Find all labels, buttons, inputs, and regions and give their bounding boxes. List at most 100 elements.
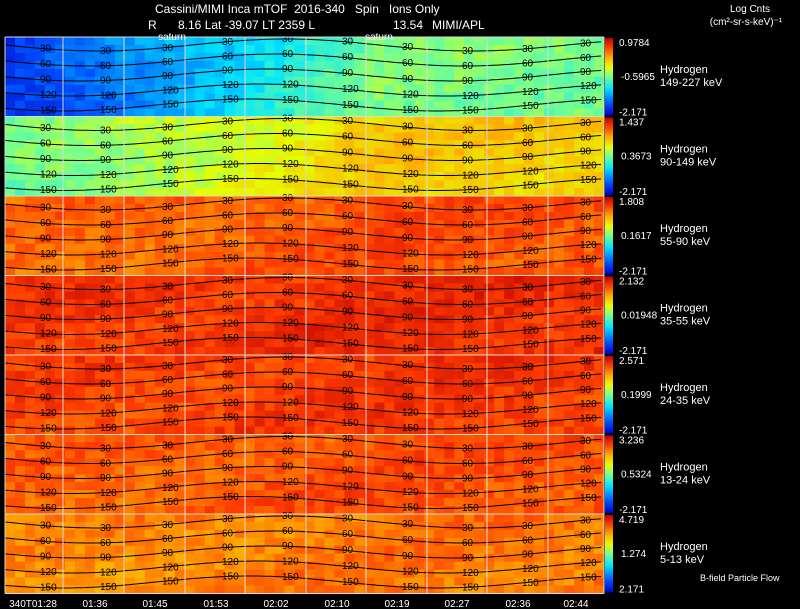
heatmap-cell (34, 450, 46, 459)
heatmap-cell (254, 275, 265, 284)
heatmap-cell (364, 108, 375, 117)
heatmap-cell (594, 514, 605, 523)
heatmap-cell (24, 537, 36, 547)
heatmap-cell (434, 569, 445, 578)
heatmap-cell (344, 156, 355, 165)
heatmap-cell (104, 585, 116, 594)
heatmap-cell (54, 362, 66, 372)
heatmap-cell (524, 188, 535, 197)
heatmap-cell (104, 569, 116, 578)
heatmap-cell (54, 490, 66, 499)
heatmap-cell (124, 291, 136, 300)
heatmap-cell (54, 506, 66, 515)
heatmap-cell (364, 561, 375, 571)
contour-label: 150 (580, 175, 597, 186)
heatmap-cell (364, 378, 375, 388)
heatmap-cell (144, 180, 156, 189)
figure-title: Cassini/MIMI Inca mTOF 2016-340 Spin Ion… (155, 2, 440, 16)
heatmap-cell (5, 537, 16, 547)
heatmap-cell (154, 545, 166, 555)
contour-label: 90 (462, 474, 474, 485)
heatmap-cell (304, 434, 315, 443)
heatmap-cell (54, 585, 66, 594)
heatmap-cell (14, 251, 26, 260)
heatmap-cell (364, 506, 375, 515)
heatmap-cell (574, 100, 585, 109)
heatmap-cell (104, 347, 116, 356)
heatmap-cell (584, 339, 595, 348)
heatmap-cell (64, 426, 76, 435)
contour-label: 90 (282, 303, 294, 314)
contour-label: 150 (402, 503, 419, 514)
heatmap-cell (304, 132, 315, 141)
contour-label: 30 (162, 202, 174, 213)
heatmap-cell (34, 458, 46, 467)
heatmap-cell (494, 44, 505, 54)
contour-label: 150 (162, 258, 179, 269)
heatmap-cell (264, 307, 275, 316)
heatmap-cell (164, 92, 176, 101)
heatmap-cell (534, 458, 545, 467)
heatmap-cell (144, 561, 156, 571)
heatmap-cell (94, 323, 106, 332)
heatmap-cell (314, 402, 325, 412)
heatmap-cell (564, 44, 575, 54)
heatmap-cell (64, 458, 76, 467)
heatmap-cell (314, 331, 325, 340)
heatmap-cell (474, 355, 485, 364)
heatmap-cell (594, 537, 605, 547)
heatmap-cell (314, 529, 325, 539)
heatmap-cell (294, 251, 305, 260)
heatmap-cell (14, 490, 26, 499)
heatmap-cell (584, 84, 595, 94)
heatmap-cell (224, 235, 236, 245)
heatmap-cell (594, 450, 605, 459)
heatmap-cell (454, 370, 465, 380)
heatmap-cell (424, 355, 435, 364)
heatmap-cell (284, 275, 295, 284)
heatmap-cell (404, 251, 415, 260)
heatmap-cell (584, 514, 595, 523)
heatmap-cell (94, 506, 106, 515)
heatmap-cell (584, 243, 595, 253)
heatmap-cell (74, 482, 86, 491)
heatmap-cell (574, 227, 585, 237)
heatmap-cell (374, 84, 385, 94)
heatmap-cell (504, 60, 515, 70)
heatmap-cell (534, 370, 545, 380)
heatmap-cell (84, 188, 96, 197)
heatmap-cell (314, 52, 325, 62)
heatmap-cell (44, 506, 56, 515)
heatmap-cell (524, 450, 535, 459)
heatmap-cell (314, 466, 325, 475)
heatmap-cell (384, 315, 395, 324)
heatmap-cell (184, 474, 196, 483)
heatmap-cell (564, 196, 575, 205)
heatmap-cell (354, 172, 365, 181)
heatmap-cell (24, 203, 36, 213)
heatmap-cell (5, 569, 16, 578)
heatmap-cell (564, 235, 575, 245)
heatmap-cell (84, 124, 96, 133)
contour-label: 30 (40, 441, 52, 452)
contour-label: 90 (282, 144, 294, 155)
heatmap-cell (484, 418, 495, 427)
heatmap-cell (64, 521, 76, 531)
heatmap-cell (474, 307, 485, 316)
heatmap-cell (94, 196, 106, 205)
heatmap-cell (34, 307, 46, 316)
heatmap-cell (234, 386, 245, 396)
heatmap-cell (244, 561, 255, 571)
heatmap-cell (324, 402, 335, 412)
heatmap-cell (264, 315, 275, 324)
heatmap-cell (334, 394, 345, 404)
heatmap-cell (264, 434, 275, 443)
heatmap-cell (584, 347, 595, 356)
heatmap-cell (234, 402, 245, 412)
heatmap-cell (284, 259, 295, 268)
heatmap-cell (304, 203, 315, 213)
heatmap-cell (444, 37, 455, 46)
panel-species-label: Hydrogen (660, 64, 708, 76)
heatmap-cell (104, 386, 116, 396)
